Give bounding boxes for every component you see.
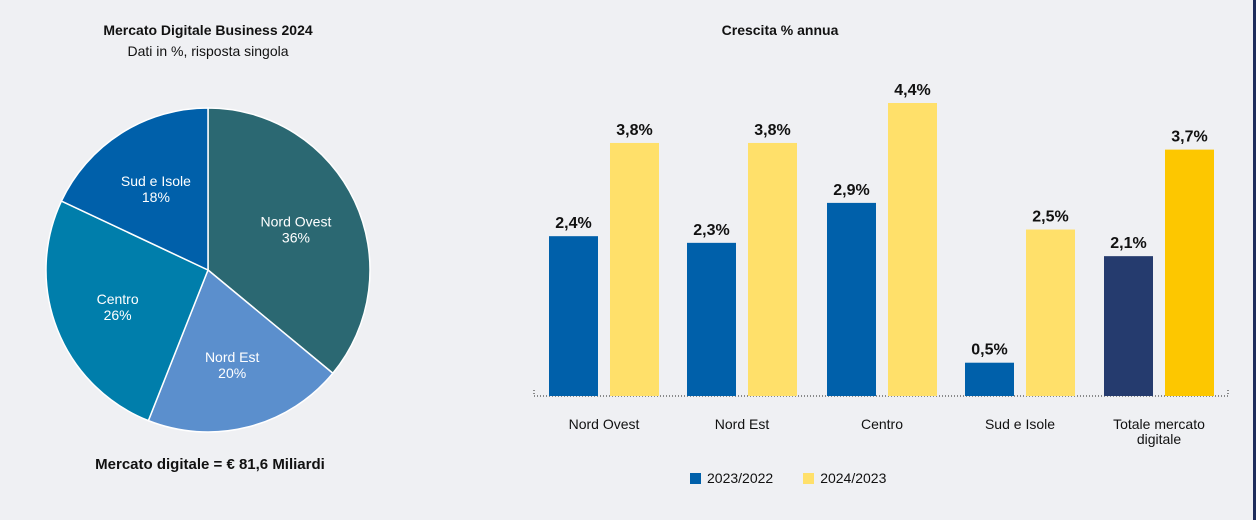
bar-value-label-nord-est-2023-2022: 2,3% <box>693 222 729 239</box>
bar-value-label-totale-mercato-digitale-2023-2022: 2,1% <box>1110 235 1146 252</box>
bar-nord-est-2023-2022 <box>687 242 736 396</box>
right-border <box>1253 0 1256 520</box>
pie-panel: Nord Ovest 36% Nord Est 20% Centro 26% Sud e I… <box>0 0 420 520</box>
pie-value-nord-est: 20% <box>218 365 246 381</box>
pie-label-sud-e-isole: Sud e Isole <box>121 173 191 189</box>
pie-value-nord-ovest: 36% <box>282 230 310 246</box>
pie-slice-sud-e-isole <box>60 107 209 272</box>
category-label-sud-e-isole: Sud e Isole <box>985 416 1055 432</box>
bar-sud-e-isole-2024-2023 <box>1026 229 1075 396</box>
bar-totale-mercato-digitale-2023-2022 <box>1104 256 1153 396</box>
pie-title: Mercato Digitale Business 2024 <box>103 22 313 38</box>
legend-label-2024-2023: 2024/2023 <box>820 470 887 486</box>
pie-slice-nord-ovest <box>207 107 371 375</box>
pie-value-sud-e-isole: 18% <box>142 189 170 205</box>
legend-item-2023-2022: 2023/2022 <box>690 470 773 486</box>
category-label-centro: Centro <box>861 416 903 432</box>
pie-slice-centro <box>45 200 209 422</box>
bar-value-label-nord-ovest-2023-2022: 2,4% <box>555 215 591 232</box>
legend-swatch-2023-2022 <box>690 472 701 484</box>
bar-value-label-nord-est-2024-2023: 3,8% <box>754 122 790 139</box>
bar-value-label-sud-e-isole-2023-2022: 0,5% <box>971 342 1007 359</box>
bar-title: Crescita % annua <box>721 22 839 38</box>
category-label-totale-mercato-digitale-line-1: Totale mercato <box>1113 416 1205 432</box>
legend-item-2024-2023: 2024/2023 <box>803 470 886 486</box>
bar-value-label-centro-2023-2022: 2,9% <box>833 182 869 199</box>
bar-sud-e-isole-2023-2022 <box>965 362 1014 396</box>
legend-swatch-2024-2023 <box>803 472 815 484</box>
pie-subtitle: Dati in %, risposta singola <box>127 43 289 59</box>
bar-value-label-centro-2024-2023: 4,4% <box>894 82 930 99</box>
pie-label-nord-est: Nord Est <box>205 349 260 365</box>
legend-label-2023-2022: 2023/2022 <box>707 470 774 486</box>
category-label-nord-ovest: Nord Ovest <box>569 416 640 432</box>
bar-nord-est-2024-2023 <box>748 142 797 396</box>
market-total-label: Mercato digitale = € 81,6 Miliardi <box>95 456 325 473</box>
legend: 2023/2022 2024/2023 <box>690 470 916 486</box>
pie-slice-nord-est <box>147 268 334 433</box>
bar-value-label-totale-mercato-digitale-2024-2023: 3,7% <box>1171 129 1207 146</box>
category-label-totale-mercato-digitale-line-2: digitale <box>1137 431 1182 447</box>
pie-value-centro: 26% <box>104 307 132 323</box>
bar-centro-2024-2023 <box>888 103 937 396</box>
bar-centro-2023-2022 <box>827 202 876 396</box>
bar-value-label-sud-e-isole-2024-2023: 2,5% <box>1032 209 1068 226</box>
pie-label-nord-ovest: Nord Ovest <box>261 214 332 230</box>
category-label-nord-est: Nord Est <box>715 416 770 432</box>
bar-nord-ovest-2024-2023 <box>610 142 659 396</box>
bar-nord-ovest-2023-2022 <box>549 236 598 396</box>
bar-chart: 2,4% 3,8% Nord Ovest 2,3% 3,8% Nord Est 2,9% 4,… <box>533 82 1229 447</box>
pie-label-centro: Centro <box>97 291 139 307</box>
bar-totale-mercato-digitale-2024-2023 <box>1165 149 1214 396</box>
bar-value-label-nord-ovest-2024-2023: 3,8% <box>616 122 652 139</box>
